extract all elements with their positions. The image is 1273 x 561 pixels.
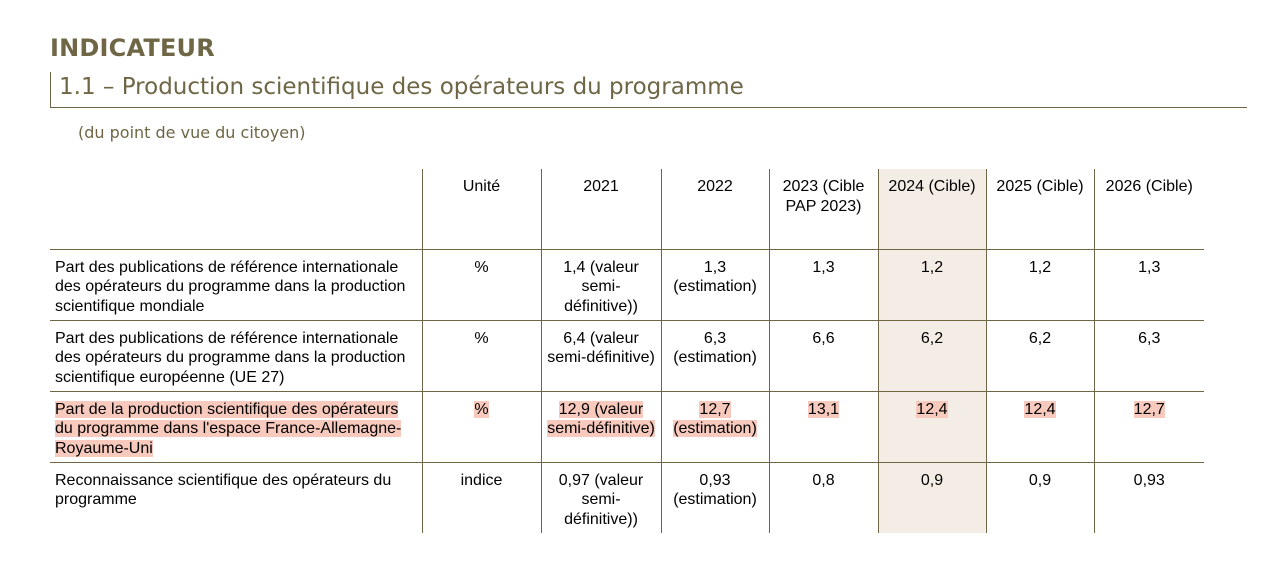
cell-2026: 0,93 (1093, 462, 1204, 533)
highlighted-text: 12,9 (valeur semi-définitive) (547, 400, 655, 437)
cell-2021: 6,4 (valeur semi-définitive) (540, 320, 661, 392)
header-unit: Unité (421, 169, 541, 250)
cell-2023: 0,8 (768, 462, 878, 533)
cell-2026: 1,3 (1093, 249, 1204, 321)
cell-2025: 12,4 (985, 391, 1094, 463)
cell-2024: 0,9 (877, 462, 986, 533)
highlighted-text: Part de la production scientifique des o… (55, 400, 402, 457)
cell-2024: 6,2 (877, 320, 986, 392)
cell-2022: 6,3 (estimation) (660, 320, 769, 392)
highlighted-text: % (474, 400, 489, 418)
header-2024: 2024 (Cible) (877, 169, 986, 250)
table-row-highlighted: Part de la production scientifique des o… (50, 391, 1204, 463)
cell-2026: 6,3 (1093, 320, 1204, 392)
cell-2024: 12,4 (877, 391, 986, 463)
header-2022: 2022 (660, 169, 769, 250)
cell-unit: % (421, 320, 541, 392)
indicator-title-box: 1.1 – Production scientifique des opérat… (50, 72, 1247, 108)
cell-2022: 0,93 (estimation) (660, 462, 769, 533)
cell-2026: 12,7 (1093, 391, 1204, 463)
row-label: Part des publications de référence inter… (50, 249, 422, 321)
table-row: Reconnaissance scientifique des opérateu… (50, 462, 1204, 533)
cell-2023: 1,3 (768, 249, 878, 321)
cell-2024: 1,2 (877, 249, 986, 321)
highlighted-text: 12,7 (estimation) (673, 400, 757, 437)
indicator-title: 1.1 – Production scientifique des opérat… (59, 74, 744, 100)
table-row: Part des publications de référence inter… (50, 249, 1204, 321)
section-label: INDICATEUR (50, 34, 215, 62)
cell-2021: 1,4 (valeur semi-définitive)) (540, 249, 661, 321)
cell-2023: 6,6 (768, 320, 878, 392)
cell-2025: 0,9 (985, 462, 1094, 533)
row-label: Part de la production scientifique des o… (50, 391, 422, 463)
cell-2021: 12,9 (valeur semi-définitive) (540, 391, 661, 463)
row-label: Reconnaissance scientifique des opérateu… (55, 471, 392, 509)
indicator-table: Unité 2021 2022 2023 (Cible PAP 2023) 20… (50, 169, 1204, 533)
header-label-column (50, 169, 422, 250)
header-2025: 2025 (Cible) (985, 169, 1094, 250)
header-2023: 2023 (Cible PAP 2023) (768, 169, 878, 250)
highlighted-text: 12,4 (916, 400, 948, 418)
viewpoint-note: (du point de vue du citoyen) (78, 123, 306, 142)
cell-2025: 6,2 (985, 320, 1094, 392)
highlighted-text: 13,1 (807, 400, 840, 418)
highlighted-text: 12,7 (1133, 400, 1165, 418)
header-2026: 2026 (Cible) (1093, 169, 1204, 250)
cell-unit: indice (421, 462, 541, 533)
cell-2023: 13,1 (768, 391, 878, 463)
table-header-row: Unité 2021 2022 2023 (Cible PAP 2023) 20… (50, 169, 1204, 250)
highlighted-text: 12,4 (1024, 400, 1056, 418)
cell-unit: % (421, 249, 541, 321)
cell-2021: 0,97 (valeur semi-définitive)) (540, 462, 661, 533)
cell-2022: 1,3 (estimation) (660, 249, 769, 321)
table-row: Part des publications de référence inter… (50, 320, 1204, 392)
header-2021: 2021 (540, 169, 661, 250)
cell-2025: 1,2 (985, 249, 1094, 321)
row-label: Part des publications de référence inter… (50, 320, 422, 392)
cell-2022: 12,7 (estimation) (660, 391, 769, 463)
cell-unit: % (421, 391, 541, 463)
